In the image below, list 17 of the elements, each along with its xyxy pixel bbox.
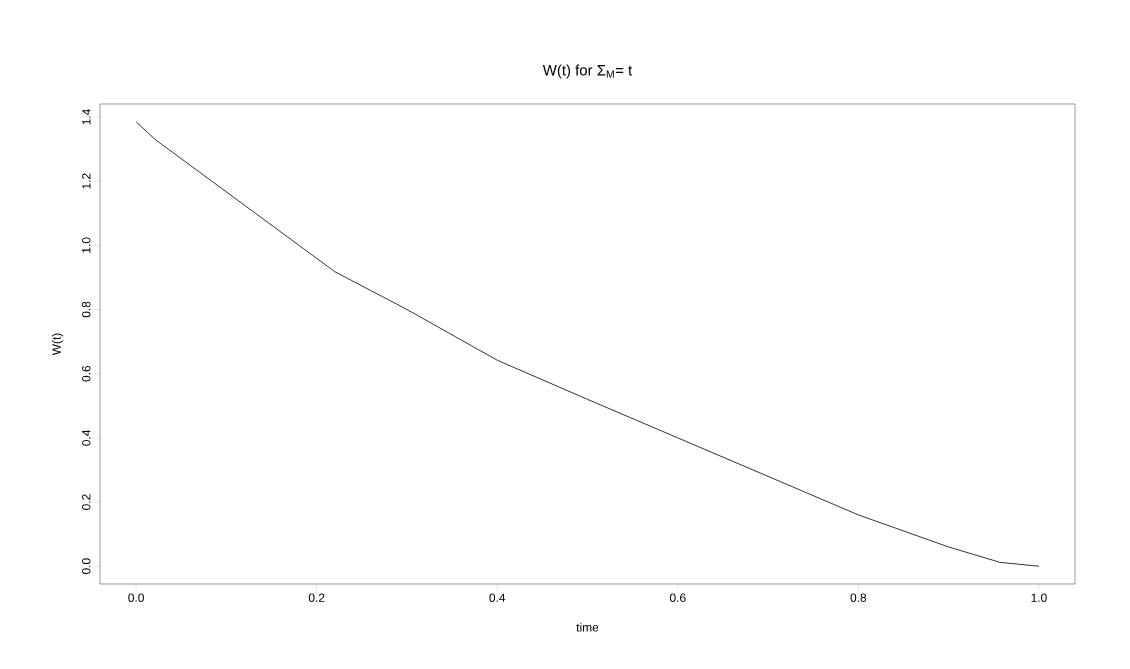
x-tick-label: 0.2 — [308, 593, 325, 602]
x-tick-label: 1.0 — [1031, 593, 1047, 602]
x-tick-label: 0.0 — [128, 593, 144, 602]
y-tick-label: 1.0 — [82, 237, 91, 253]
y-tick-label: 0.2 — [82, 494, 91, 510]
y-axis-title: W(t) — [52, 333, 64, 356]
y-tick-label: 1.4 — [82, 109, 91, 125]
x-axis-title: time — [576, 622, 599, 632]
x-tick-label: 0.6 — [669, 593, 686, 602]
y-tick-label: 0.4 — [82, 429, 91, 446]
y-tick-label: 0.6 — [82, 365, 91, 382]
y-tick-label: 0.0 — [82, 558, 91, 575]
x-tick-label: 0.4 — [489, 593, 506, 602]
y-tick-label: 0.8 — [82, 301, 91, 318]
x-tick-label: 0.8 — [850, 593, 867, 602]
chart-title: W(t) for Σ$_{M}$= t — [542, 64, 633, 79]
y-tick-label: 1.2 — [82, 173, 91, 189]
